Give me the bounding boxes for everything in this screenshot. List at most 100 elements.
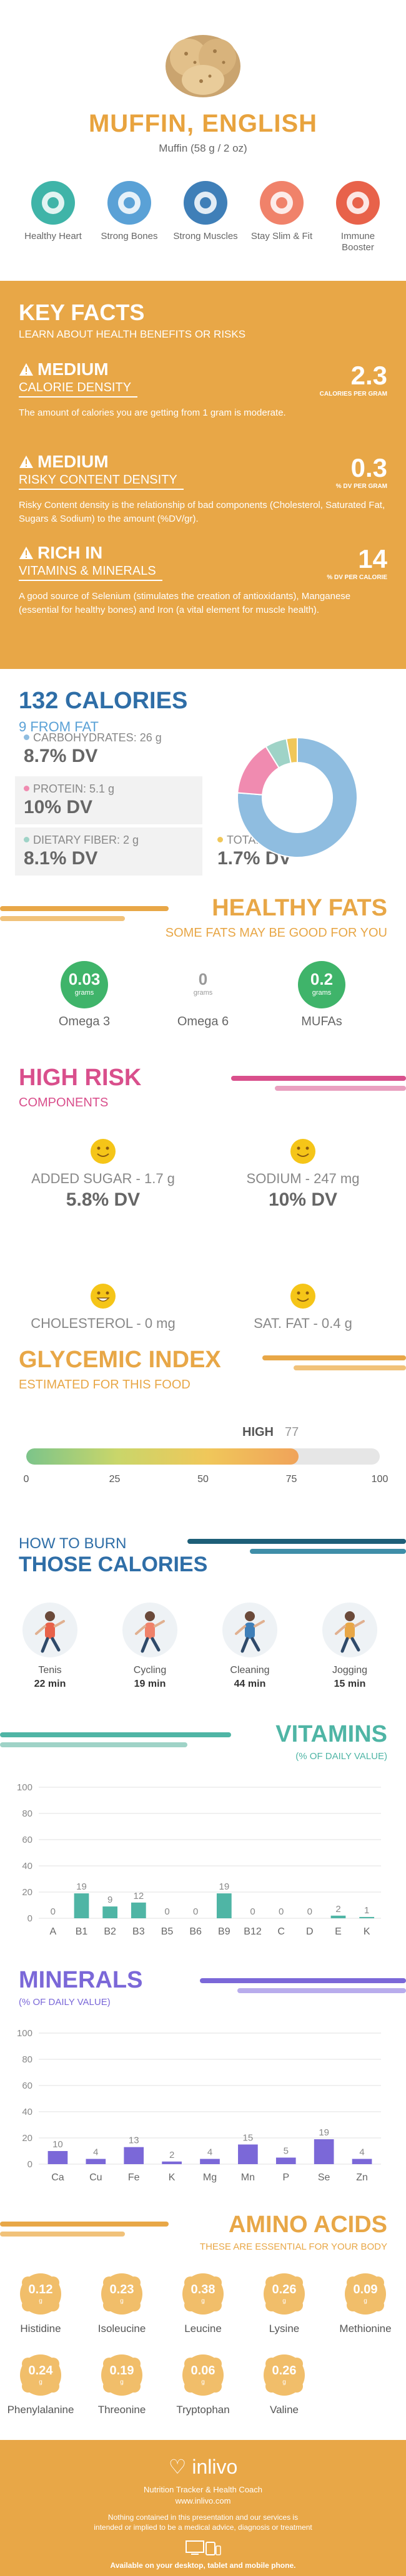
activity-time: 15 min bbox=[334, 1679, 366, 1689]
glycemic-tick: 0 bbox=[23, 1474, 29, 1485]
bar-value-label: 0 bbox=[164, 1906, 169, 1917]
waist-icon bbox=[260, 181, 304, 225]
x-tick-label: K bbox=[169, 2172, 176, 2183]
benefit-item: Strong Bones bbox=[95, 181, 164, 242]
macro-dv: 8.1% DV bbox=[24, 848, 98, 869]
activity-name: Cycling bbox=[133, 1665, 167, 1676]
bar bbox=[86, 2159, 106, 2164]
bar bbox=[275, 2157, 296, 2164]
bar-value-label: 0 bbox=[250, 1906, 255, 1917]
amino-badge: 0.06 g bbox=[181, 2353, 225, 2398]
healthy-fats-sub: SOME FATS MAY BE GOOD FOR YOU bbox=[165, 926, 387, 940]
x-tick-label: B9 bbox=[218, 1926, 230, 1937]
bar-value-label: 19 bbox=[76, 1881, 87, 1892]
x-tick-label: Mg bbox=[203, 2172, 217, 2183]
smile-face-icon bbox=[290, 1138, 316, 1164]
macro-dot-icon bbox=[24, 837, 29, 842]
bar bbox=[216, 1893, 232, 1918]
header-section: MUFFIN, ENGLISH Muffin (58 g / 2 oz) Hea… bbox=[0, 0, 406, 281]
risk-label: SODIUM - 247 mg bbox=[246, 1171, 360, 1186]
fact-label: VITAMINS & MINERALS bbox=[19, 563, 162, 581]
amino-badge: 0.26 g bbox=[262, 2271, 307, 2316]
activity-item: Cycling 19 min bbox=[112, 1601, 187, 1690]
benefit-item: Healthy Heart bbox=[19, 181, 87, 242]
fact-level-text: MEDIUM bbox=[37, 452, 109, 471]
fat-unit: grams bbox=[74, 989, 94, 997]
fact-value: 0.3 bbox=[350, 453, 387, 482]
minerals-bar-chart: 0 20 40 60 80 100 10 Ca 4 Cu 13 Fe 2 K 4 Mg 15 Mn 5 P 19 Se 4 Z… bbox=[17, 2028, 381, 2183]
decor-stripe bbox=[187, 1539, 406, 1544]
heart-icon bbox=[31, 181, 75, 225]
fat-item: 0.2 grams MUFAs bbox=[272, 961, 372, 1029]
fat-value: 0 bbox=[198, 970, 208, 988]
amino-badge: 0.09 g bbox=[343, 2271, 388, 2316]
x-tick-label: P bbox=[282, 2172, 289, 2183]
fact-level: MEDIUM bbox=[19, 359, 387, 379]
activity-item: Jogging 15 min bbox=[312, 1601, 387, 1690]
bar-value-label: 2 bbox=[169, 2150, 174, 2160]
activity-item: Cleaning 44 min bbox=[212, 1601, 287, 1690]
amino-badge: 0.26 g bbox=[262, 2353, 307, 2398]
bar-value-label: 0 bbox=[279, 1906, 284, 1917]
smile-face-icon bbox=[90, 1138, 116, 1164]
bar-value-label: 9 bbox=[107, 1895, 112, 1905]
fat-value: 0.03 bbox=[68, 970, 101, 988]
benefit-label: Stay Slim & Fit bbox=[250, 231, 313, 242]
bar-value-label: 13 bbox=[129, 2135, 139, 2146]
macro-label-row: PROTEIN: 5.1 g bbox=[24, 783, 194, 796]
risk-item: ADDED SUGAR - 1.7 g 5.8% DV bbox=[19, 1138, 187, 1211]
footer-url[interactable]: www.inlivo.com bbox=[175, 2496, 231, 2505]
vitamins-bar-chart: 0204060801000A19B19B212B30B50B619B90B120… bbox=[17, 1782, 381, 1937]
bar bbox=[162, 2161, 182, 2164]
x-tick-label: Se bbox=[318, 2172, 330, 2183]
decor-stripe bbox=[0, 2232, 125, 2237]
tennis-icon bbox=[21, 1601, 79, 1659]
fat-label: MUFAs bbox=[301, 1015, 342, 1028]
warning-icon bbox=[19, 453, 34, 468]
minerals-heading: MINERALS bbox=[19, 1967, 143, 1993]
bar-value-label: 2 bbox=[335, 1904, 340, 1915]
decor-stripe bbox=[0, 916, 125, 921]
macro-label: PROTEIN: 5.1 g bbox=[33, 783, 115, 795]
bar-value-label: 15 bbox=[243, 2133, 254, 2144]
amino-value: 0.26 bbox=[272, 2364, 297, 2378]
footer-logo[interactable]: ♡ inlivo bbox=[0, 2455, 406, 2479]
amino-item: 0.26 g Valine bbox=[244, 2353, 325, 2416]
amino-value: 0.24 bbox=[28, 2364, 53, 2378]
bar-value-label: 0 bbox=[193, 1906, 198, 1917]
amino-unit: g bbox=[282, 2379, 286, 2386]
warning-icon bbox=[19, 544, 34, 559]
fat-item: 0.03 grams Omega 3 bbox=[34, 961, 134, 1029]
healthy-fats-heading: HEALTHY FATS bbox=[212, 895, 387, 921]
fat-label: Omega 3 bbox=[58, 1015, 111, 1028]
high-risk-heading: HIGH RISK bbox=[19, 1065, 142, 1091]
key-facts-subheading: LEARN ABOUT HEALTH BENEFITS OR RISKS bbox=[19, 328, 246, 340]
bar bbox=[314, 2139, 334, 2164]
healthy-fats-section: HEALTHY FATS SOME FATS MAY BE GOOD FOR Y… bbox=[0, 881, 406, 1051]
bone-icon bbox=[107, 181, 151, 225]
x-tick-label: B2 bbox=[104, 1926, 116, 1937]
minerals-sub: (% OF DAILY VALUE) bbox=[19, 1997, 111, 2008]
bar bbox=[131, 1902, 146, 1918]
benefit-item: Immune Booster bbox=[324, 181, 392, 253]
fat-badge: 0.03 grams bbox=[61, 961, 108, 1008]
macro-dv: 8.7% DV bbox=[24, 746, 98, 766]
amino-label: Leucine bbox=[184, 2323, 222, 2334]
amino-label: Isoleucine bbox=[97, 2323, 146, 2334]
donut-slice bbox=[237, 736, 358, 858]
macro-dot-icon bbox=[217, 837, 223, 842]
amino-label: Histidine bbox=[20, 2323, 61, 2334]
amino-value: 0.06 bbox=[191, 2364, 215, 2378]
burn-heading-small: HOW TO BURN bbox=[19, 1535, 127, 1552]
bar-value-label: 12 bbox=[133, 1891, 144, 1901]
glycemic-tick: 25 bbox=[109, 1474, 121, 1485]
x-tick-label: Zn bbox=[356, 2172, 368, 2183]
fact-description: The amount of calories you are getting f… bbox=[19, 407, 286, 418]
glycemic-tick: 50 bbox=[197, 1474, 209, 1485]
macro-label: DIETARY FIBER: 2 g bbox=[33, 834, 139, 846]
fat-item: 0 grams Omega 6 bbox=[153, 961, 253, 1029]
x-tick-label: B5 bbox=[161, 1926, 174, 1937]
risk-item: SAT. FAT - 0.4 g2.3% DV bbox=[219, 1283, 387, 1333]
amino-sub: THESE ARE ESSENTIAL FOR YOUR BODY bbox=[199, 2242, 387, 2252]
